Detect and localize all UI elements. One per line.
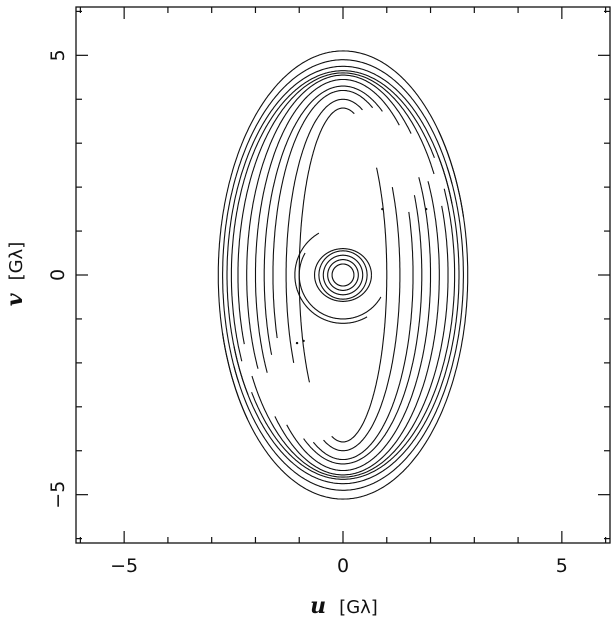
uv-track-2 (327, 259, 359, 291)
uv-track-25 (263, 85, 383, 355)
uv-track-10 (251, 188, 456, 480)
uv-track-4 (313, 248, 373, 302)
uv-tracks (217, 50, 469, 500)
uv-track-12 (274, 181, 440, 476)
uv-point-2 (302, 339, 305, 343)
uv-track-28 (298, 107, 355, 383)
uv-track-8 (233, 167, 464, 491)
axis-tick-labels: −5 0 5 −5 0 5 (47, 49, 568, 577)
uv-track-27 (285, 98, 363, 363)
uv-track-24 (254, 78, 400, 373)
x-tick-label: 0 (337, 555, 349, 577)
plot-frame (75, 6, 611, 544)
uv-track-17 (331, 167, 388, 443)
uv-track-16 (323, 187, 401, 452)
uv-track-23 (246, 74, 412, 369)
x-tick-label: −5 (110, 555, 138, 577)
uv-track-1 (322, 254, 364, 296)
uv-point-0 (381, 207, 384, 211)
uv-track-15 (312, 211, 414, 461)
uv-track-13 (286, 177, 432, 472)
uv-track-20 (226, 65, 453, 395)
x-tick-label: 5 (556, 555, 568, 577)
y-tick-label: 0 (47, 269, 69, 281)
uv-track-3 (331, 263, 355, 287)
uv-track-14 (303, 195, 423, 465)
uv-point-3 (295, 341, 299, 345)
y-tick-label: 5 (47, 49, 69, 61)
uv-track-22 (237, 72, 435, 345)
uv-track-21 (230, 70, 435, 362)
uv-track-26 (272, 89, 374, 339)
uv-track-9 (233, 155, 460, 485)
uv-track-7 (221, 130, 469, 500)
uv-point-1 (424, 207, 428, 211)
uv-track-19 (222, 59, 453, 383)
uv-track-18 (217, 50, 465, 420)
uv-track-0 (318, 250, 368, 300)
axis-ticks (76, 7, 610, 543)
uv-points (295, 207, 428, 345)
uv-track-11 (251, 205, 449, 478)
y-tick-label: −5 (47, 481, 69, 509)
y-axis-label: v [Gλ] (2, 242, 28, 306)
x-axis-label: u [Gλ] (310, 593, 378, 619)
uv-track-6 (294, 232, 368, 324)
